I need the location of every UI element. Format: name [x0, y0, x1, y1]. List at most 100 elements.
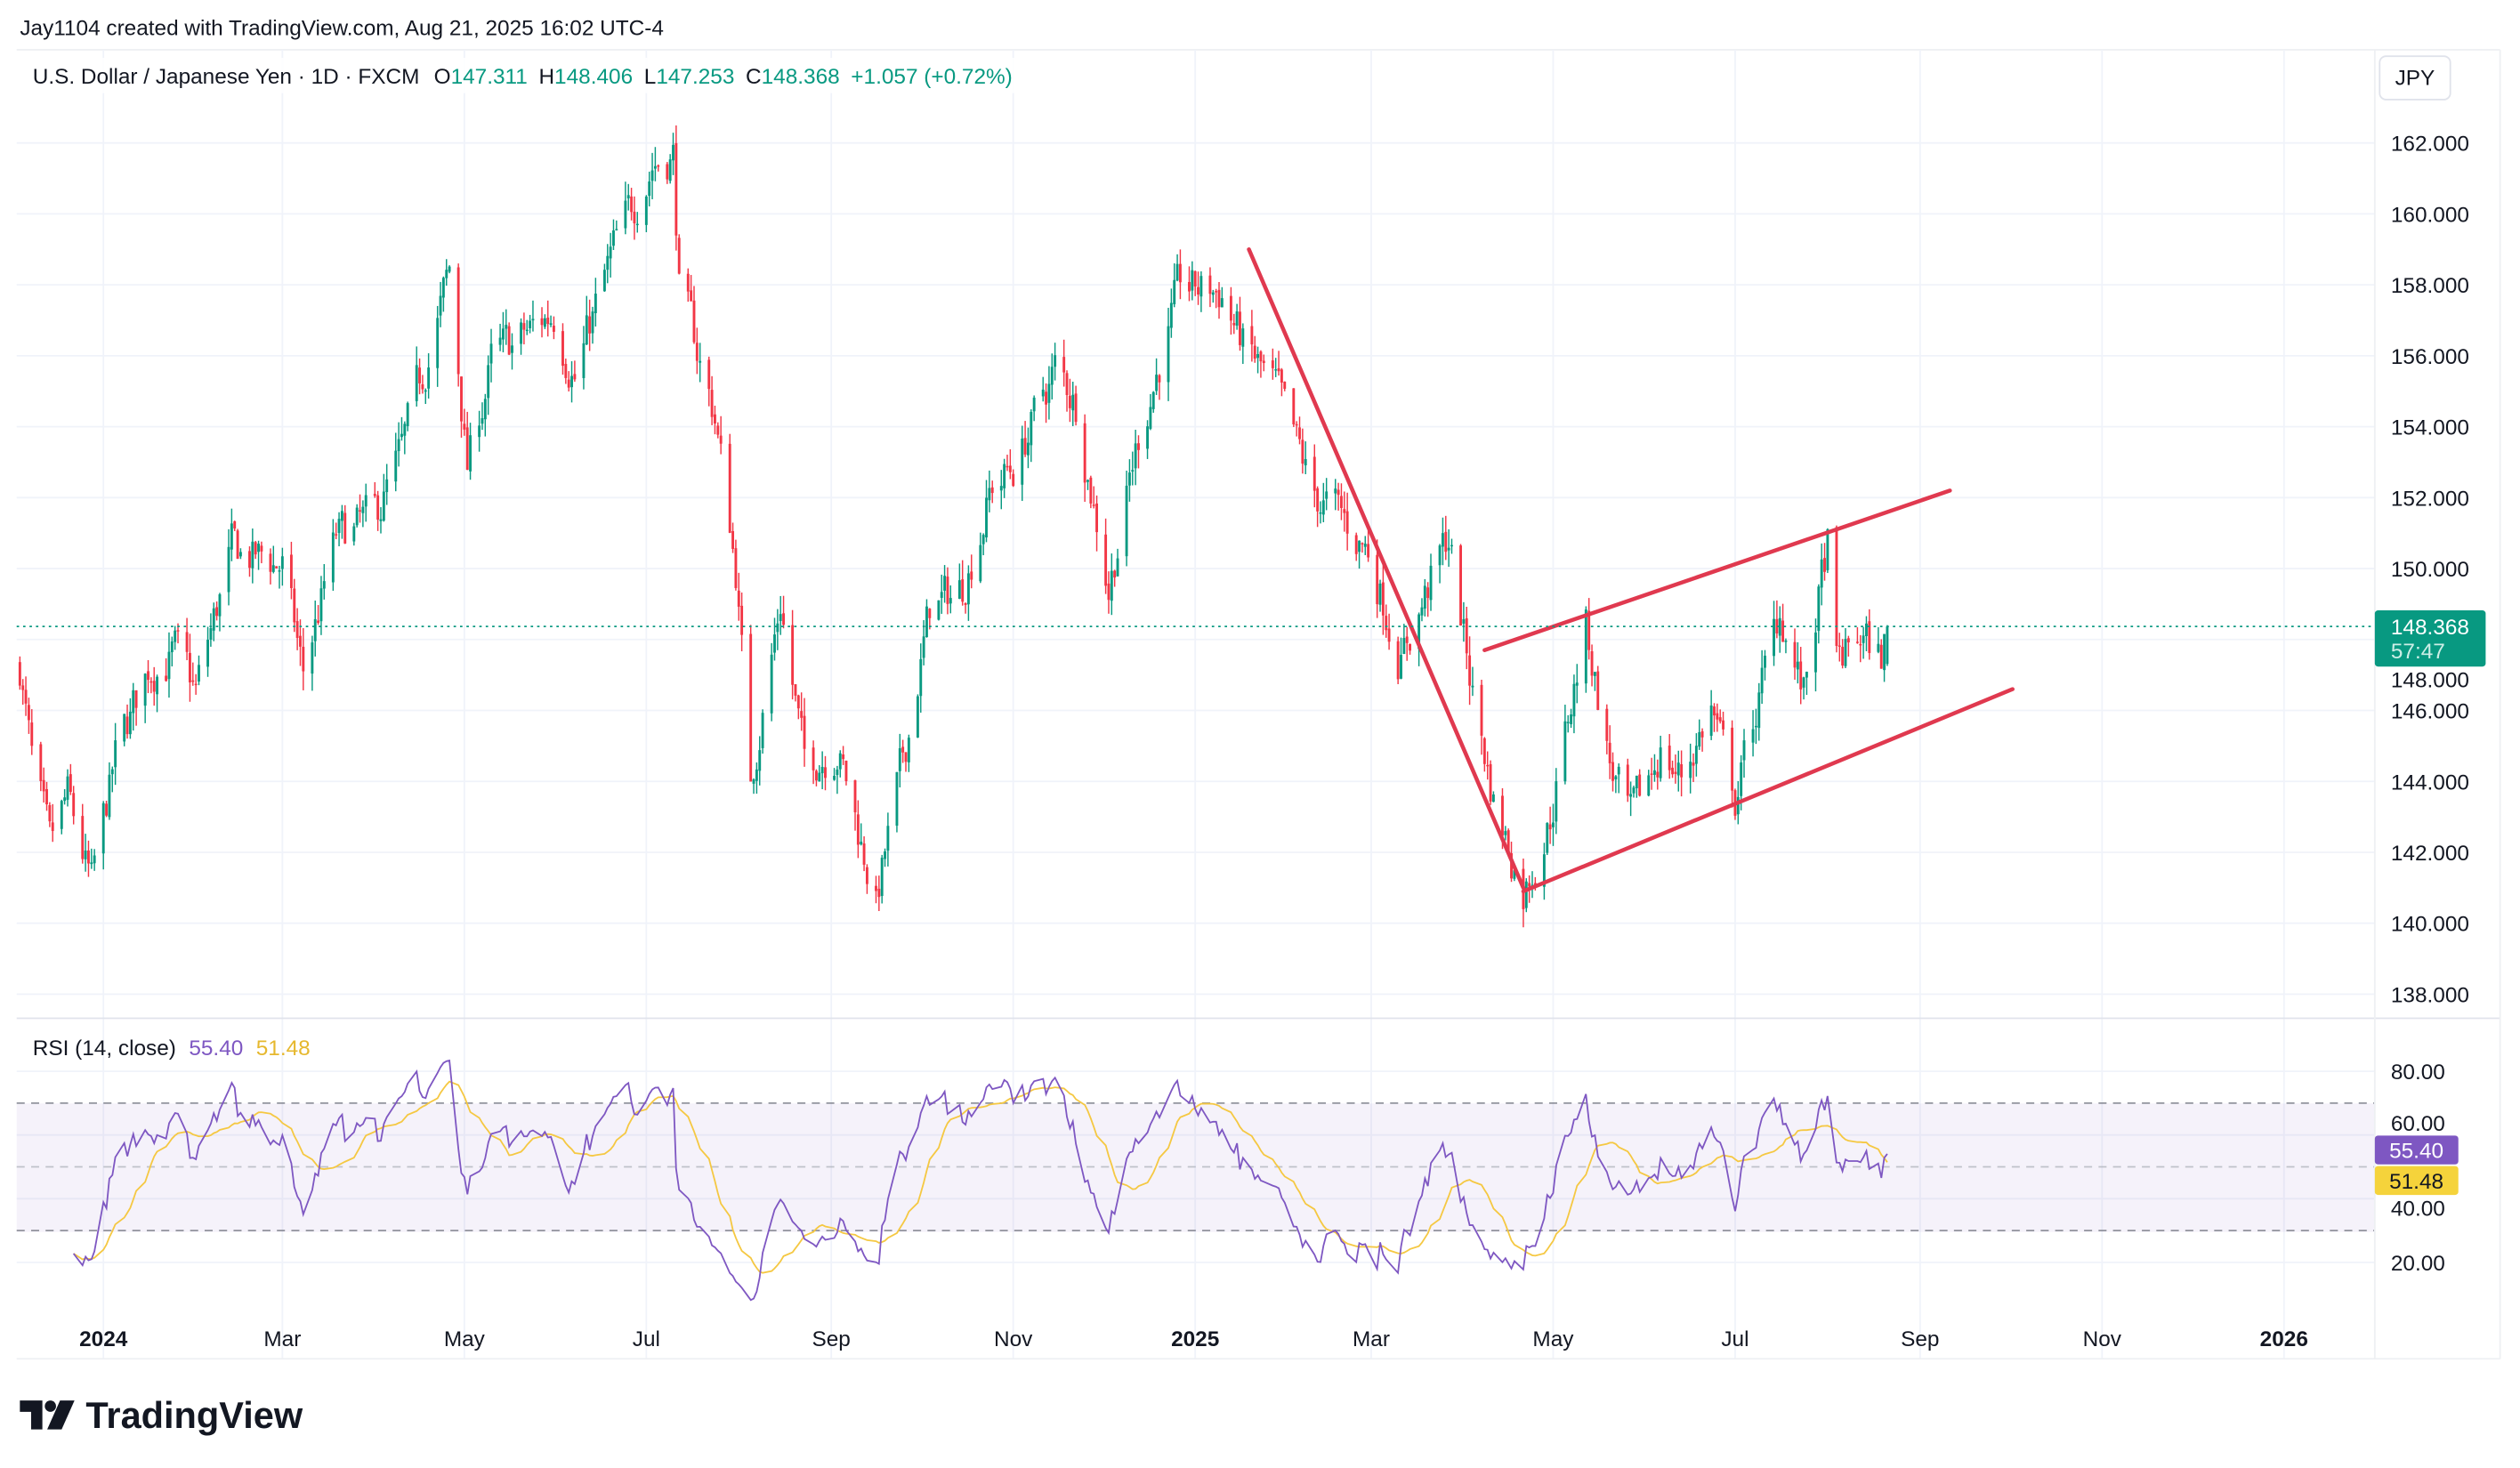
candle [877, 888, 881, 898]
time-tick-label: 2026 [2260, 1327, 2308, 1351]
candle [588, 316, 592, 334]
rsi-tick-label: 20.00 [2391, 1252, 2445, 1276]
candle [1032, 397, 1036, 412]
candle [295, 621, 299, 638]
high-value: 148.406 [554, 65, 633, 89]
candle [1363, 544, 1367, 547]
candle [1158, 375, 1161, 383]
candle [1104, 534, 1108, 586]
candle [108, 774, 111, 818]
candle [716, 425, 720, 435]
candle [615, 229, 618, 230]
rsi-tick-label: 40.00 [2391, 1198, 2445, 1222]
candle [1054, 355, 1057, 367]
candle [331, 532, 335, 583]
candle [842, 754, 845, 760]
time-tick-label: Nov [994, 1327, 1033, 1351]
candle [957, 580, 961, 600]
rsi-legend[interactable]: RSI (14, close) 55.40 51.48 [33, 1036, 311, 1061]
candle [626, 195, 630, 198]
candle [567, 379, 570, 388]
candle [1325, 491, 1329, 499]
candle [1694, 746, 1698, 764]
symbol-legend[interactable]: U.S. Dollar / Japanese Yen · 1D · FXCM O1… [33, 65, 1013, 89]
candles [18, 125, 1889, 928]
candle [293, 588, 296, 623]
candle [1784, 640, 1788, 642]
candle [1008, 465, 1012, 472]
candle [966, 573, 970, 605]
candle [1232, 323, 1236, 326]
candle [507, 326, 511, 355]
trendlines[interactable] [1247, 247, 2015, 894]
last-price-label: 148.368 57:47 [2374, 610, 2486, 667]
candle [1635, 775, 1638, 788]
candle [123, 714, 126, 742]
candle [531, 319, 535, 321]
candle [1402, 637, 1406, 655]
candle [125, 716, 129, 735]
tradingview-logo[interactable]: TradingView [20, 1394, 303, 1436]
candle [1304, 459, 1307, 466]
candle [561, 331, 564, 367]
price-tick-label: 162.000 [2391, 133, 2469, 157]
currency-button[interactable]: JPY [2379, 55, 2451, 101]
candle [1337, 489, 1340, 496]
candle [1652, 770, 1656, 775]
candle [1199, 276, 1203, 297]
candle [176, 630, 180, 632]
candle [1471, 685, 1474, 688]
candle [60, 801, 63, 829]
countdown-value: 57:47 [2391, 640, 2445, 664]
candle [114, 740, 117, 768]
candle [1334, 488, 1337, 494]
candle [174, 630, 177, 642]
candle [418, 367, 422, 383]
attribution-text: Jay1104 created with TradingView.com, Au… [20, 17, 664, 41]
candle [737, 590, 740, 607]
candle [782, 613, 785, 625]
candle [456, 267, 460, 375]
candle [248, 551, 251, 569]
candle [1742, 740, 1746, 761]
price-tick-label: 142.000 [2391, 842, 2469, 866]
candle [1178, 263, 1182, 283]
candle [1092, 504, 1095, 506]
candle [928, 609, 932, 618]
grid [16, 49, 2375, 1359]
candle [1689, 762, 1692, 778]
candle [1817, 586, 1821, 632]
candle [1409, 643, 1411, 651]
price-tick-label: 140.000 [2391, 913, 2469, 937]
price-axis[interactable]: 162.000 160.000 158.000 156.000 154.000 152.0… [2391, 133, 2469, 1276]
candle [39, 744, 43, 781]
candle [884, 851, 886, 859]
candle [1208, 275, 1212, 294]
candle [1354, 535, 1358, 554]
candle [755, 769, 758, 781]
candle [901, 746, 905, 753]
candle [1167, 326, 1170, 383]
candle [1611, 762, 1614, 781]
candle [400, 433, 403, 438]
candle [1751, 729, 1755, 743]
candle [1253, 345, 1256, 359]
candle [1773, 618, 1775, 657]
candle [1420, 607, 1424, 616]
candle [1321, 500, 1325, 515]
candle [844, 760, 848, 782]
candle [1429, 565, 1433, 601]
candle [1698, 731, 1701, 747]
candle [1127, 472, 1131, 486]
candle [552, 326, 555, 332]
candle [803, 715, 806, 749]
candle [227, 546, 230, 593]
candle [1447, 547, 1450, 551]
candle [1754, 725, 1757, 728]
candle [337, 519, 341, 534]
candle [1668, 746, 1671, 770]
candle [90, 862, 93, 865]
candle [749, 633, 753, 782]
time-axis[interactable]: 2024 Mar May Jul Sep Nov 2025 Mar May Jul Sep Nov 20… [79, 1327, 2308, 1351]
